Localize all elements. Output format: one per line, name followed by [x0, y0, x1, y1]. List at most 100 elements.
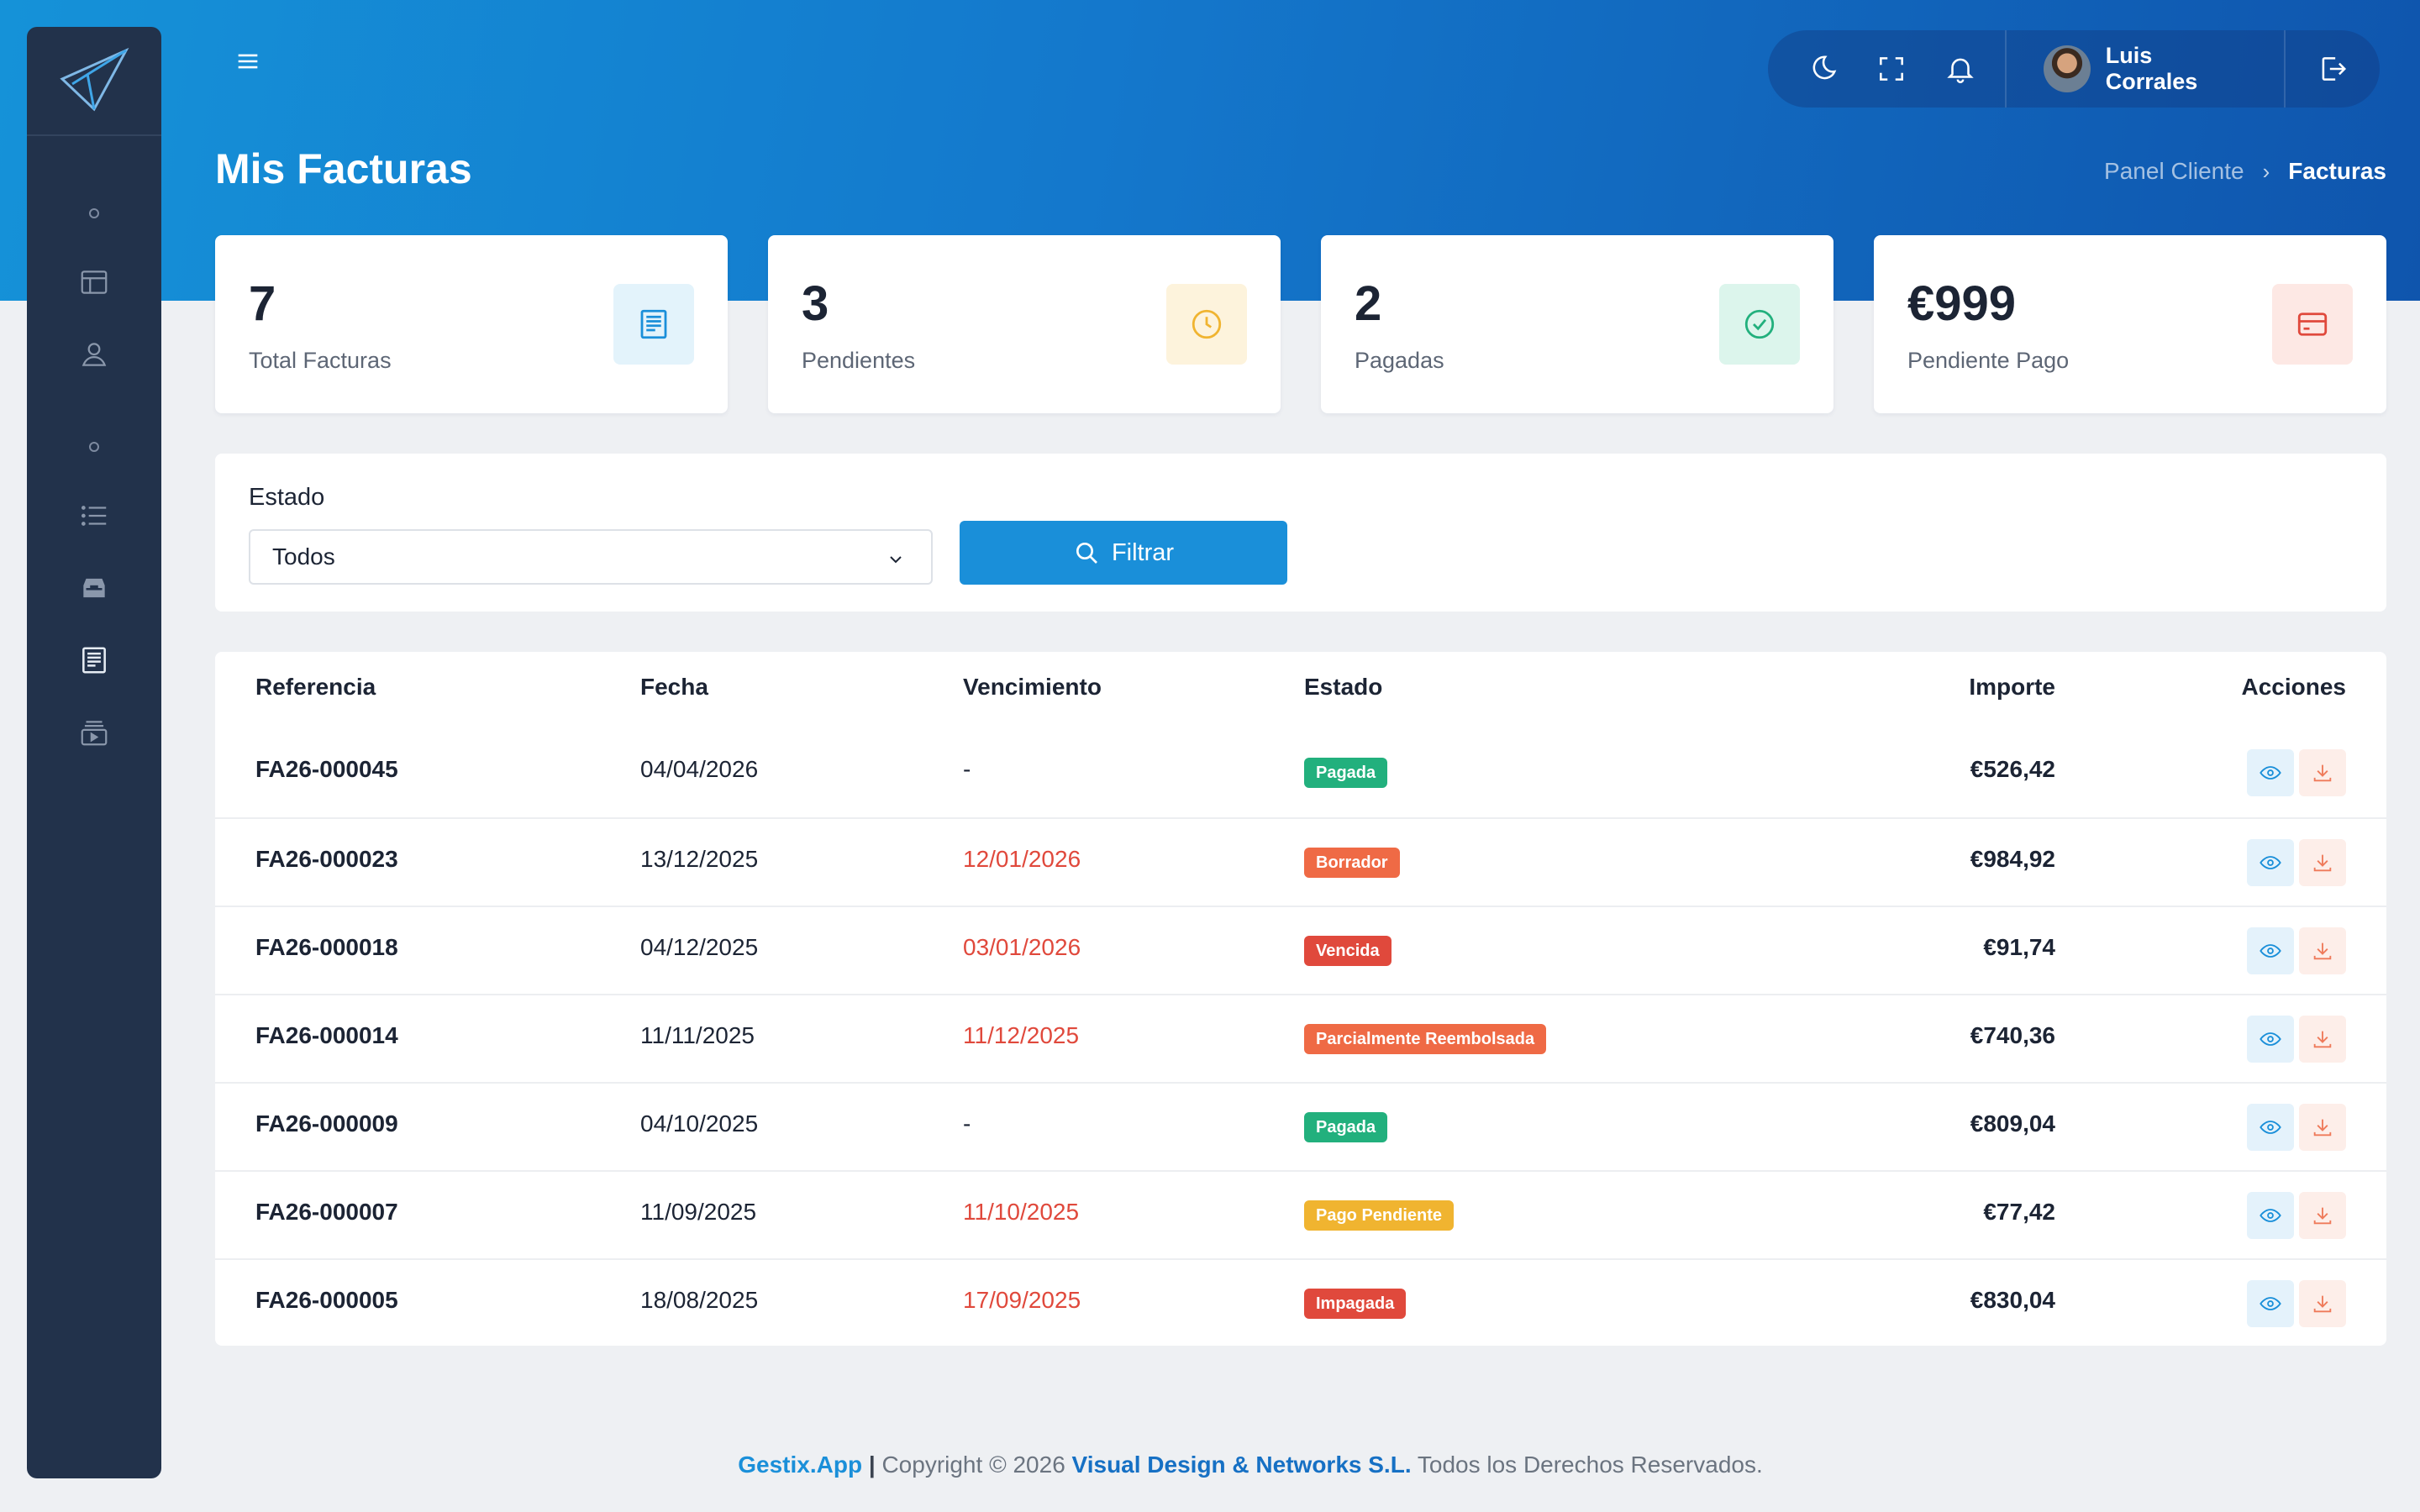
- cell-reference: FA26-000005: [255, 1287, 398, 1313]
- sidebar-item-invoices[interactable]: [27, 637, 161, 684]
- table-row: FA26-000007 11/09/2025 11/10/2025 Pago Pend…: [215, 1170, 2386, 1258]
- col-header-date: Fecha: [640, 674, 708, 700]
- search-icon: [1076, 543, 1097, 564]
- status-select[interactable]: Todos: [249, 529, 933, 585]
- download-icon: [2313, 854, 2332, 872]
- logout-button[interactable]: [2286, 30, 2380, 108]
- cell-reference: FA26-000007: [255, 1199, 398, 1225]
- invoice-icon: [640, 309, 667, 339]
- table-row: FA26-000009 04/10/2025 - Pagada €809,04: [215, 1082, 2386, 1170]
- stat-value: €999: [1907, 276, 2017, 331]
- user-menu[interactable]: Luis Corrales: [2007, 30, 2284, 108]
- app-logo[interactable]: [27, 27, 161, 136]
- user-name: Luis Corrales: [2105, 43, 2198, 94]
- eye-icon: [2260, 1032, 2281, 1046]
- download-invoice-button[interactable]: [2299, 1104, 2346, 1151]
- sidebar-item-dashboard[interactable]: [27, 259, 161, 306]
- breadcrumb-chevron-icon: ›: [2262, 158, 2270, 184]
- footer-company-link[interactable]: Visual Design & Networks S.L.: [1071, 1452, 1412, 1478]
- user-icon: [82, 343, 107, 366]
- col-header-status: Estado: [1304, 674, 1383, 700]
- sidebar-item-media[interactable]: [27, 709, 161, 756]
- stat-card-paid: 2 Pagadas: [1321, 235, 1833, 413]
- col-header-reference: Referencia: [255, 674, 376, 700]
- download-invoice-button[interactable]: [2299, 749, 2346, 796]
- breadcrumb: Panel Cliente › Facturas: [2104, 158, 2386, 185]
- paper-plane-logo-icon: [60, 47, 129, 112]
- clock-icon: [1192, 309, 1222, 339]
- view-invoice-button[interactable]: [2247, 1016, 2294, 1063]
- page-title: Mis Facturas: [215, 145, 472, 192]
- cell-date: 11/11/2025: [640, 1022, 755, 1048]
- download-icon: [2313, 1119, 2332, 1137]
- download-invoice-button[interactable]: [2299, 839, 2346, 886]
- download-invoice-button[interactable]: [2299, 927, 2346, 974]
- cell-amount: €809,04: [1970, 1110, 2055, 1137]
- view-invoice-button[interactable]: [2247, 1192, 2294, 1239]
- invoices-table: Referencia Fecha Vencimiento Estado Impo…: [215, 652, 2386, 1346]
- col-header-amount: Importe: [1969, 674, 2055, 700]
- footer-brand-link[interactable]: Gestix.App: [738, 1452, 863, 1478]
- stat-card-pending: 3 Pendientes: [768, 235, 1281, 413]
- cell-due-date: -: [963, 756, 971, 782]
- breadcrumb-parent-link[interactable]: Panel Cliente: [2104, 158, 2244, 184]
- filter-button[interactable]: Filtrar: [960, 521, 1287, 585]
- status-badge: Parcialmente Reembolsada: [1304, 1024, 1547, 1054]
- sidebar-item-inbox[interactable]: [27, 564, 161, 612]
- cell-due-date: 12/01/2026: [963, 846, 1081, 872]
- stat-icon-box: [2272, 284, 2353, 365]
- view-invoice-button[interactable]: [2247, 1104, 2294, 1151]
- avatar: [2043, 45, 2091, 92]
- filter-panel: Estado Todos Filtrar: [215, 454, 2386, 612]
- download-invoice-button[interactable]: [2299, 1192, 2346, 1239]
- status-badge: Impagada: [1304, 1289, 1407, 1319]
- eye-icon: [2260, 856, 2281, 869]
- cell-reference: FA26-000014: [255, 1022, 398, 1048]
- stat-label: Pendiente Pago: [1907, 348, 2070, 373]
- layout-icon: [81, 270, 108, 294]
- eye-icon: [2260, 944, 2281, 958]
- table-row: FA26-000023 13/12/2025 12/01/2026 Borrador €…: [215, 817, 2386, 906]
- view-invoice-button[interactable]: [2247, 749, 2294, 796]
- status-badge: Borrador: [1304, 848, 1400, 878]
- stat-value: 2: [1355, 276, 1382, 331]
- footer-copyright: Copyright © 2026: [881, 1452, 1065, 1478]
- cell-amount: €740,36: [1970, 1022, 2055, 1048]
- download-icon: [2313, 1207, 2332, 1225]
- cell-reference: FA26-000018: [255, 934, 398, 960]
- table-row: FA26-000005 18/08/2025 17/09/2025 Impagada €…: [215, 1258, 2386, 1346]
- status-badge: Pagada: [1304, 758, 1388, 788]
- stat-label: Total Facturas: [249, 348, 392, 373]
- breadcrumb-current: Facturas: [2288, 158, 2386, 184]
- sidebar-item-profile[interactable]: [27, 331, 161, 378]
- download-invoice-button[interactable]: [2299, 1280, 2346, 1327]
- eye-icon: [2260, 766, 2281, 780]
- cell-reference: FA26-000045: [255, 756, 398, 782]
- notifications-button[interactable]: [1926, 30, 1995, 108]
- fullscreen-icon: [1879, 57, 1903, 81]
- status-filter-label: Estado: [249, 484, 325, 511]
- cell-due-date: 11/10/2025: [963, 1199, 1080, 1225]
- stat-card-total: 7 Total Facturas: [215, 235, 728, 413]
- cell-due-date: 17/09/2025: [963, 1287, 1081, 1313]
- dark-mode-button[interactable]: [1788, 30, 1857, 108]
- stat-icon-box: [1166, 284, 1247, 365]
- download-invoice-button[interactable]: [2299, 1016, 2346, 1063]
- fullscreen-button[interactable]: [1857, 30, 1926, 108]
- view-invoice-button[interactable]: [2247, 927, 2294, 974]
- footer-rights: Todos los Derechos Reservados.: [1417, 1452, 1763, 1478]
- stat-value: 3: [802, 276, 829, 331]
- cell-amount: €77,42: [1983, 1199, 2055, 1225]
- status-badge: Pago Pendiente: [1304, 1200, 1455, 1231]
- stat-value: 7: [249, 276, 276, 331]
- cell-due-date: 03/01/2026: [963, 934, 1081, 960]
- cell-reference: FA26-000023: [255, 846, 398, 872]
- toolbar-divider: [2284, 30, 2286, 108]
- view-invoice-button[interactable]: [2247, 839, 2294, 886]
- moon-icon: [1812, 55, 1837, 80]
- logout-icon: [2322, 57, 2347, 81]
- cell-amount: €526,42: [1970, 756, 2055, 782]
- view-invoice-button[interactable]: [2247, 1280, 2294, 1327]
- sidebar-item-list[interactable]: [27, 492, 161, 539]
- menu-toggle-button[interactable]: [234, 47, 262, 76]
